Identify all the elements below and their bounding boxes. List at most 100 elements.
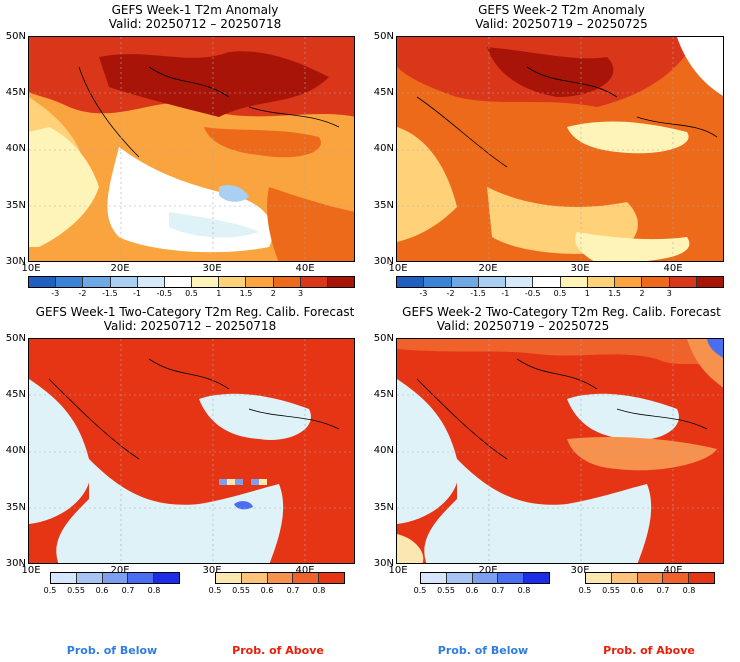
above-tick-label: 0.6 bbox=[630, 586, 644, 595]
panel4-valid: Valid: 20250719 – 20250725 bbox=[436, 319, 610, 333]
above-tick-label: 0.55 bbox=[232, 586, 250, 595]
above-swatch-0 bbox=[586, 573, 612, 583]
lon-label-40e: 40E bbox=[663, 565, 683, 576]
prob-above-label-week2: Prob. of Above bbox=[603, 644, 695, 657]
anomaly-tick-label: 1.5 bbox=[239, 289, 253, 298]
anomaly-swatch-4 bbox=[137, 277, 165, 287]
anomaly-tick-label: 1 bbox=[584, 289, 590, 298]
anomaly-swatch-9 bbox=[642, 277, 670, 287]
anomaly-swatch-5 bbox=[164, 277, 193, 287]
lat-label-30n: 30N bbox=[373, 558, 394, 569]
above-swatch-1 bbox=[611, 573, 638, 583]
anomaly-tick-label: -3 bbox=[419, 289, 428, 298]
anomaly-tick-label: -1 bbox=[501, 289, 510, 298]
above-ticks-week1: 0.5 0.55 0.6 0.7 0.8 bbox=[209, 586, 345, 598]
anomaly-tick-label: 0.5 bbox=[553, 289, 567, 298]
below-swatch-1 bbox=[446, 573, 473, 583]
lat-label-30n: 30N bbox=[5, 558, 26, 569]
below-swatch-3 bbox=[498, 573, 525, 583]
below-tick-label: 0.7 bbox=[121, 586, 135, 595]
anomaly-tick-label: -1.5 bbox=[470, 289, 486, 298]
below-swatch-2 bbox=[102, 573, 129, 583]
below-colorbar-week2 bbox=[420, 572, 550, 584]
lon-label-20e: 20E bbox=[478, 565, 498, 576]
above-ticks-week2: 0.5 0.55 0.6 0.7 0.8 bbox=[579, 586, 715, 598]
lat-label-40n: 40N bbox=[373, 143, 394, 154]
above-colorbar-week2 bbox=[585, 572, 715, 584]
anomaly-ticks-week1: -3 -2 -1.5 -1 -0.5 0.5 1 1.5 2 3 bbox=[28, 289, 355, 301]
prob-below-label-week1: Prob. of Below bbox=[66, 644, 158, 657]
lat-label-40n: 40N bbox=[5, 445, 26, 456]
anomaly-swatch-8 bbox=[246, 277, 274, 287]
anomaly-colorbar-week1 bbox=[28, 276, 355, 288]
lat-label-50n: 50N bbox=[5, 333, 26, 344]
anomaly-tick-label: -2 bbox=[446, 289, 455, 298]
above-tick-label: 0.5 bbox=[208, 586, 222, 595]
above-swatch-2 bbox=[637, 573, 664, 583]
anomaly-swatch-0 bbox=[29, 277, 57, 287]
below-tick-label: 0.6 bbox=[465, 586, 479, 595]
below-swatch-0 bbox=[51, 573, 77, 583]
anomaly-map-week1 bbox=[28, 36, 355, 262]
anomaly-swatch-10 bbox=[669, 277, 697, 287]
lat-label-30n: 30N bbox=[373, 256, 394, 267]
below-ticks-week1: 0.5 0.55 0.6 0.7 0.8 bbox=[44, 586, 180, 598]
below-swatch-3 bbox=[128, 573, 155, 583]
above-swatch-0 bbox=[216, 573, 242, 583]
lon-label-10e: 10E bbox=[388, 263, 408, 274]
below-tick-label: 0.55 bbox=[67, 586, 85, 595]
anomaly-swatch-8 bbox=[615, 277, 643, 287]
anomaly-tick-label: 2 bbox=[270, 289, 276, 298]
anomaly-swatch-7 bbox=[219, 277, 247, 287]
anomaly-map-week2 bbox=[396, 36, 724, 262]
anomaly-swatch-10 bbox=[300, 277, 328, 287]
above-tick-label: 0.6 bbox=[260, 586, 274, 595]
prob-below-label-week2: Prob. of Below bbox=[437, 644, 529, 657]
anomaly-swatch-2 bbox=[451, 277, 479, 287]
lat-label-45n: 45N bbox=[5, 389, 26, 400]
lat-label-40n: 40N bbox=[373, 445, 394, 456]
panel2-valid: Valid: 20250719 – 20250725 bbox=[475, 17, 648, 31]
lon-label-30e: 30E bbox=[202, 565, 222, 576]
below-swatch-1 bbox=[76, 573, 103, 583]
below-colorbar-week1 bbox=[50, 572, 180, 584]
below-swatch-4 bbox=[524, 573, 549, 583]
below-swatch-4 bbox=[154, 573, 179, 583]
below-swatch-2 bbox=[472, 573, 499, 583]
panel1-title: GEFS Week-1 T2m Anomaly bbox=[111, 3, 279, 17]
above-swatch-3 bbox=[293, 573, 320, 583]
below-tick-label: 0.6 bbox=[95, 586, 109, 595]
above-tick-label: 0.7 bbox=[286, 586, 300, 595]
lon-label-10e: 10E bbox=[21, 263, 41, 274]
probability-map-week1 bbox=[28, 338, 355, 564]
anomaly-tick-label: -3 bbox=[51, 289, 60, 298]
below-swatch-0 bbox=[421, 573, 447, 583]
below-tick-label: 0.8 bbox=[147, 586, 161, 595]
anomaly-tick-label: -0.5 bbox=[156, 289, 173, 298]
lon-label-10e: 10E bbox=[388, 565, 408, 576]
prob-above-label-week1: Prob. of Above bbox=[232, 644, 324, 657]
anomaly-swatch-3 bbox=[110, 277, 138, 287]
below-tick-label: 0.8 bbox=[517, 586, 531, 595]
lon-label-30e: 30E bbox=[570, 263, 590, 274]
lat-label-35n: 35N bbox=[5, 502, 26, 513]
lat-label-50n: 50N bbox=[373, 333, 394, 344]
anomaly-tick-label: 1 bbox=[216, 289, 222, 298]
anomaly-swatch-3 bbox=[478, 277, 506, 287]
anomaly-swatch-2 bbox=[83, 277, 111, 287]
lat-label-40n: 40N bbox=[5, 143, 26, 154]
lat-label-45n: 45N bbox=[373, 389, 394, 400]
probability-map-week2 bbox=[396, 338, 724, 564]
lat-label-30n: 30N bbox=[5, 256, 26, 267]
anomaly-swatch-11 bbox=[327, 277, 355, 287]
lon-label-20e: 20E bbox=[110, 263, 130, 274]
below-tick-label: 0.5 bbox=[413, 586, 427, 595]
panel2-title: GEFS Week-2 T2m Anomaly bbox=[478, 3, 645, 17]
anomaly-swatch-4 bbox=[506, 277, 534, 287]
lat-label-35n: 35N bbox=[373, 200, 394, 211]
below-tick-label: 0.55 bbox=[437, 586, 455, 595]
above-tick-label: 0.7 bbox=[656, 586, 670, 595]
above-tick-label: 0.55 bbox=[602, 586, 620, 595]
anomaly-tick-label: -2 bbox=[78, 289, 87, 298]
above-swatch-3 bbox=[663, 573, 690, 583]
